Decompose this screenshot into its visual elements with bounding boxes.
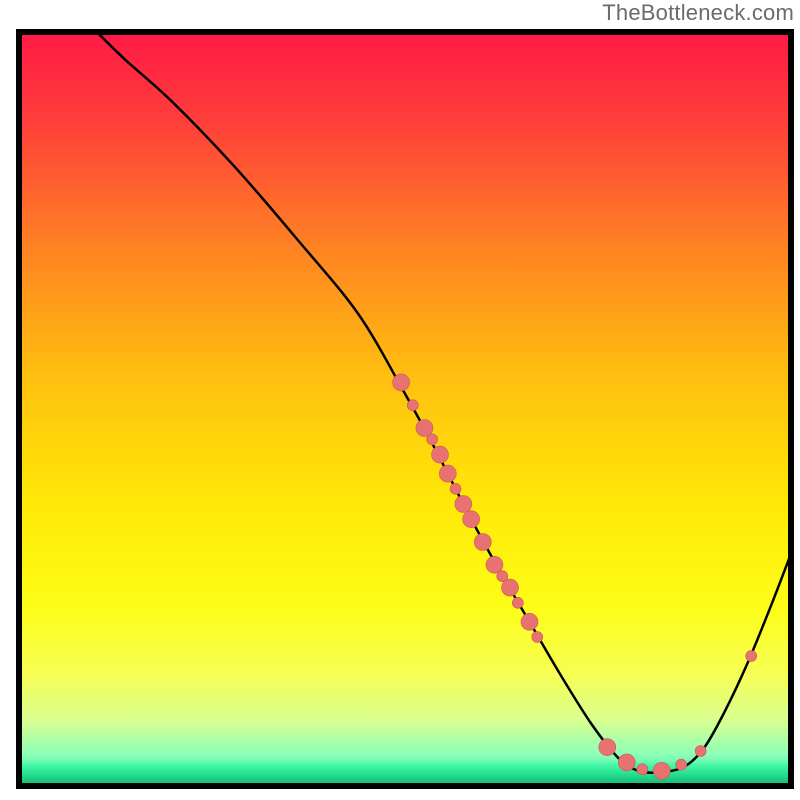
bottleneck-chart [16, 29, 794, 789]
chart-svg [16, 29, 794, 789]
data-marker [407, 400, 418, 411]
watermark-text: TheBottleneck.com [602, 0, 794, 26]
data-marker [474, 534, 491, 551]
data-marker [599, 739, 616, 756]
data-marker [502, 579, 519, 596]
data-marker [676, 759, 687, 770]
data-marker [439, 465, 456, 482]
data-marker [432, 446, 449, 463]
data-marker [532, 632, 543, 643]
data-marker [618, 754, 635, 771]
data-marker [521, 613, 538, 630]
data-marker [512, 597, 523, 608]
data-marker [455, 496, 472, 513]
gradient-background [16, 29, 794, 789]
data-marker [463, 511, 480, 528]
data-marker [427, 434, 438, 445]
data-marker [746, 651, 757, 662]
data-marker [653, 762, 670, 779]
data-marker [450, 483, 461, 494]
data-marker [393, 374, 410, 391]
data-marker [637, 764, 648, 775]
data-marker [695, 746, 706, 757]
